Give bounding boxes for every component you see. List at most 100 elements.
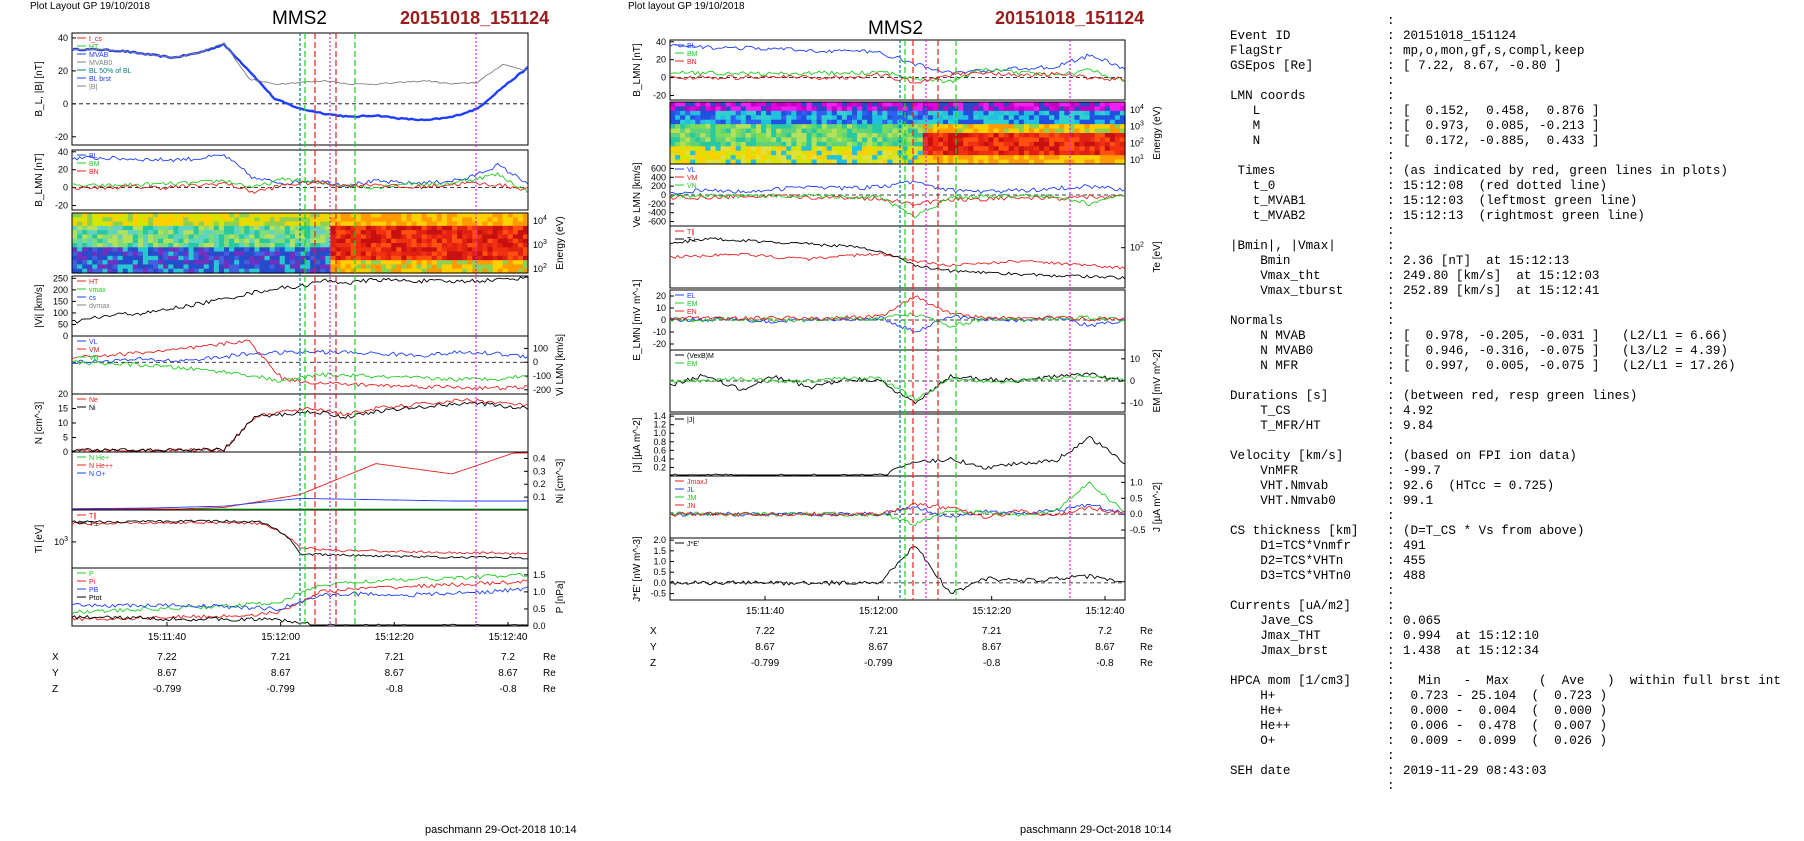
info-value: 4.92 (1403, 404, 1434, 418)
spectrogram-cell (492, 213, 499, 218)
spectrogram-cell (937, 150, 944, 156)
x-tick-label: 15:11:40 (148, 632, 187, 643)
spectrogram-cell (173, 243, 179, 248)
spectrogram-cell (695, 124, 701, 130)
spectrogram-cell (472, 225, 478, 231)
spectrogram-cell (117, 213, 124, 218)
spectrogram-cell (213, 213, 220, 218)
spectrogram-cell (973, 115, 979, 121)
spectrogram-cell (958, 128, 964, 134)
spectrogram-cell (441, 225, 448, 231)
spectrogram-cell (436, 225, 443, 231)
y-tick-label: 0.4 (533, 453, 546, 463)
spectrogram-cell (1069, 106, 1076, 112)
y-tick-label: 40 (58, 147, 68, 157)
spectrogram-cell (477, 221, 483, 227)
spectrogram-cell (497, 268, 504, 274)
spectrogram-cell (208, 234, 215, 240)
spectrogram-cell (457, 230, 463, 236)
spectrogram-cell (1119, 150, 1126, 156)
spectrogram-cell (431, 234, 438, 240)
spectrogram-cell (320, 264, 326, 270)
info-value: 0.006 - 0.478 ( 0.007 ) (1403, 719, 1608, 733)
spectrogram-cell (87, 217, 93, 223)
spectrogram-cell (163, 243, 169, 248)
spectrogram-cell (497, 243, 504, 248)
spectrogram-cell (750, 150, 757, 156)
info-colon: : (1387, 719, 1395, 733)
spectrogram-cell (1094, 119, 1101, 125)
y-tick-label: 15 (58, 404, 68, 414)
spectrogram-cell (998, 119, 1005, 125)
spectrogram-cell (988, 133, 995, 139)
spectrogram-cell (695, 155, 701, 161)
y-tick-label: 0.5 (533, 604, 546, 614)
spectrogram-cell (983, 115, 990, 121)
spectrogram-cell (1023, 128, 1030, 134)
spectrogram-cell (675, 110, 681, 116)
spectrogram-cell (1099, 128, 1106, 134)
spectrogram-cell (836, 110, 843, 116)
info-value: [ 0.152, 0.458, 0.876 ] (1403, 104, 1600, 118)
spectrogram-cell (224, 213, 230, 218)
spectrogram-cell (284, 260, 291, 266)
spectrogram-cell (87, 260, 93, 266)
spectrogram-cell (87, 268, 93, 274)
spectrogram-cell (1104, 141, 1111, 147)
spectrogram-cell (218, 238, 225, 244)
position-row-label: X (650, 626, 657, 637)
info-line: Durations [s]: (between red, resp green l… (1230, 389, 1800, 404)
info-line: : (1230, 584, 1800, 599)
spectrogram-cell (173, 213, 179, 218)
spectrogram-cell (198, 213, 205, 218)
spectrogram-cell (836, 141, 843, 147)
spectrogram-cell (492, 255, 499, 261)
spectrogram-cell (922, 128, 929, 134)
info-line: : (1230, 149, 1800, 164)
spectrogram-cell (710, 102, 717, 108)
spectrogram-cell (193, 260, 200, 266)
spectrogram-cell (218, 268, 225, 274)
spectrogram-cell (1044, 119, 1050, 125)
spectrogram-cell (224, 243, 230, 248)
spectrogram-cell (745, 115, 752, 121)
spectrogram-cell (512, 217, 519, 223)
spectrogram-cell (467, 234, 473, 240)
spectrogram-cell (685, 102, 691, 108)
position-unit: Re (1140, 626, 1153, 637)
spectrogram-cell (345, 243, 352, 248)
spectrogram-cell (406, 264, 413, 270)
spectrogram-cell (766, 155, 772, 161)
spectrogram-cell (927, 106, 934, 112)
spectrogram-cell (993, 106, 1000, 112)
spectrogram-cell (472, 217, 478, 223)
y-tick-exponent: 3 (1140, 121, 1144, 128)
legend-label: JM (687, 495, 697, 502)
spectrogram-cell (715, 119, 722, 125)
spectrogram-cell (284, 243, 291, 248)
info-colon: : (1387, 119, 1395, 133)
spectrogram-cell (872, 119, 878, 125)
spectrogram-cell (102, 213, 109, 218)
spectrogram-cell (472, 268, 478, 274)
spectrogram-cell (958, 141, 964, 147)
spectrogram-cell (670, 110, 676, 116)
spectrogram-cell (148, 238, 154, 244)
spectrogram-cell (148, 251, 154, 257)
spectrogram-cell (1049, 102, 1055, 108)
spectrogram-cell (294, 225, 301, 231)
series-line (71, 179, 529, 194)
spectrogram-cell (370, 264, 377, 270)
spectrogram-cell (831, 137, 838, 143)
spectrogram-cell (132, 221, 139, 227)
spectrogram-cell (1064, 119, 1070, 125)
spectrogram-cell (102, 234, 109, 240)
spectrogram-cell (1049, 133, 1055, 139)
spectrogram-cell (1044, 141, 1050, 147)
spectrogram-cell (1018, 124, 1025, 130)
spectrogram-cell (791, 146, 797, 152)
spectrogram-cell (943, 155, 949, 161)
spectrogram-cell (229, 230, 235, 236)
spectrogram-cell (72, 230, 78, 236)
info-line: N:[ 0.172, -0.885, 0.433 ] (1230, 134, 1800, 149)
